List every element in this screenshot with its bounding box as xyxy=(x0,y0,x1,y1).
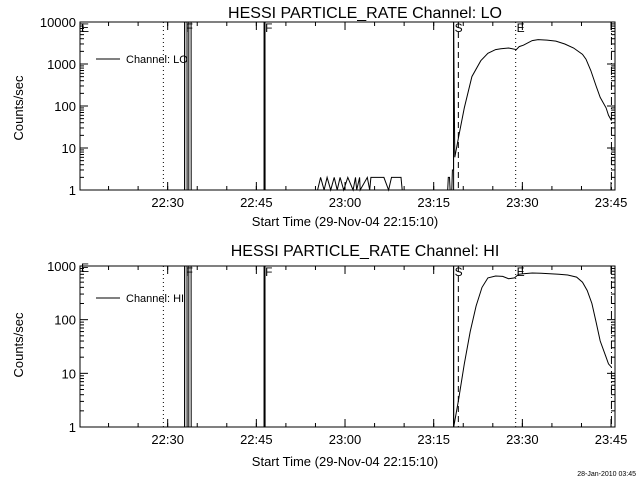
chart-panel-hi: HESSI PARTICLE_RATE Channel: HI Counts/s… xyxy=(11,243,627,469)
y-tick-label: 1 xyxy=(69,183,76,198)
x-axis-label: Start Time (29-Nov-04 22:15:10) xyxy=(252,214,438,229)
series-line xyxy=(184,265,612,428)
y-tick-label: 1000 xyxy=(47,57,76,72)
event-label: E xyxy=(517,265,525,279)
event-label: F xyxy=(265,265,272,279)
chart-title: HESSI PARTICLE_RATE Channel: LO xyxy=(228,5,502,22)
y-tick-label: 10 xyxy=(62,366,76,381)
x-tick-label: 23:45 xyxy=(595,195,628,210)
event-label: E xyxy=(517,21,525,35)
x-axis-ticks: 22:30 22:45 23:00 23:15 23:30 23:45 xyxy=(108,22,628,210)
event-label: F xyxy=(186,265,193,279)
y-axis-label: Counts/sec xyxy=(11,75,26,141)
x-tick-label: 23:00 xyxy=(329,195,362,210)
event-label: F xyxy=(265,21,272,35)
x-axis-label: Start Time (29-Nov-04 22:15:10) xyxy=(252,454,438,469)
y-tick-label: 100 xyxy=(54,99,76,114)
event-label: F xyxy=(186,21,193,35)
plot-frame xyxy=(79,265,616,428)
plot-frame xyxy=(79,21,616,191)
y-tick-label: 100 xyxy=(54,313,76,328)
x-tick-label: 22:30 xyxy=(151,195,184,210)
x-tick-label: 22:45 xyxy=(240,195,273,210)
x-tick-label: 22:45 xyxy=(240,432,273,447)
y-axis-ticks: 1 10 100 1000 10000 xyxy=(40,15,615,198)
chart-title: HESSI PARTICLE_RATE Channel: HI xyxy=(231,243,500,260)
series-line xyxy=(184,21,612,192)
y-tick-label: 10000 xyxy=(40,15,76,30)
y-tick-label: 1000 xyxy=(47,259,76,274)
event-lines: FFSE xyxy=(162,265,612,427)
y-axis-label: Counts/sec xyxy=(11,312,26,378)
x-tick-label: 22:30 xyxy=(151,432,184,447)
y-tick-label: 1 xyxy=(69,420,76,435)
y-tick-label: 10 xyxy=(62,141,76,156)
y-axis-ticks: 1 10 100 1000 xyxy=(47,259,615,435)
legend: Channel: HI xyxy=(96,293,184,305)
legend-label: Channel: HI xyxy=(126,293,184,305)
x-tick-label: 23:30 xyxy=(506,195,539,210)
legend-label: Channel: LO xyxy=(126,54,188,66)
legend: Channel: LO xyxy=(96,54,188,66)
x-tick-label: 23:00 xyxy=(329,432,362,447)
event-lines: FFSE xyxy=(162,21,612,190)
top-left-marker: E xyxy=(81,21,89,35)
x-tick-label: 23:15 xyxy=(417,195,450,210)
x-tick-label: 23:45 xyxy=(595,432,628,447)
x-tick-label: 23:30 xyxy=(506,432,539,447)
chart-panel-lo: HESSI PARTICLE_RATE Channel: LO Counts/s… xyxy=(11,5,627,229)
x-tick-label: 23:15 xyxy=(417,432,450,447)
footer-timestamp: 28-Jan-2010 03:45 xyxy=(577,471,636,478)
top-left-marker: E xyxy=(81,261,89,275)
x-axis-ticks: 22:30 22:45 23:00 23:15 23:30 23:45 xyxy=(108,266,628,447)
